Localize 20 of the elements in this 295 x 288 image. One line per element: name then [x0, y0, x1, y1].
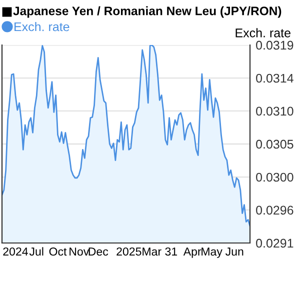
y-tick-label: 0.0305: [256, 140, 294, 149]
x-tick-label: 2025: [116, 247, 142, 256]
y-tick-label: 0.0291: [256, 238, 294, 248]
x-tick-label: Nov: [70, 248, 90, 256]
x-tick-label: Dec: [88, 248, 108, 256]
x-tick-label: Jul: [29, 247, 44, 256]
y-tick-label: 0.0300: [256, 172, 294, 182]
y-tick-label: 0.0296: [256, 206, 294, 215]
y-tick-label: 0.0319: [256, 40, 294, 50]
chart-title: Japanese Yen / Romanian New Leu (JPY/RON): [13, 6, 282, 18]
x-tick-label: Apr: [183, 248, 202, 258]
legend-label: Exch. rate: [14, 22, 70, 32]
x-tick-label: Oct: [49, 247, 67, 256]
y-tick-label: 0.0310: [256, 106, 294, 116]
x-tick-label: Jun: [226, 248, 244, 256]
y-axis-title: Exch. rate: [236, 28, 290, 38]
x-tick-label: Mar 31: [142, 247, 178, 256]
y-tick-label: 0.0314: [256, 74, 294, 83]
x-tick-label: May: [202, 248, 222, 258]
x-tick-label: 2024: [3, 247, 28, 256]
